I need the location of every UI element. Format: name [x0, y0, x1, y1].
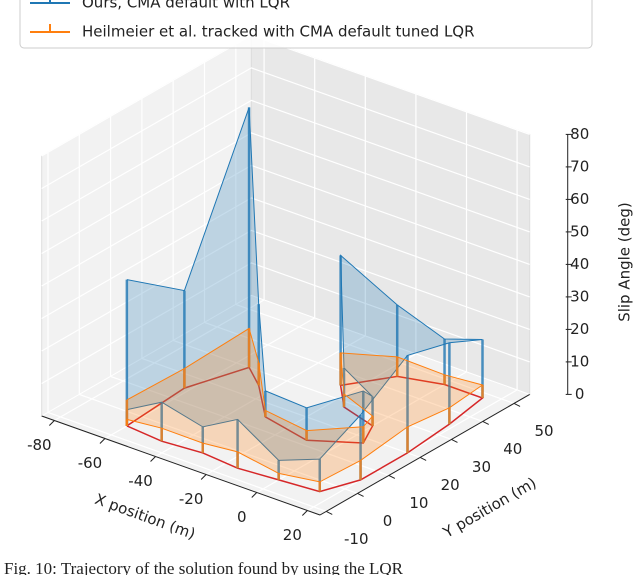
z-grid-line	[41, 99, 530, 222]
y-tick	[513, 402, 521, 407]
y-tick	[482, 420, 489, 425]
legend-box	[19, 0, 593, 49]
x-tick	[150, 456, 156, 462]
z-tick-label: 80	[570, 125, 589, 143]
z-tick-label: 0	[575, 385, 585, 403]
x-tick	[48, 420, 55, 426]
y-tick-label: 50	[535, 422, 554, 440]
x-tick-label: -80	[27, 436, 52, 454]
x-tick	[99, 438, 106, 444]
z-tick-label: 30	[570, 287, 589, 305]
z-grid-line	[41, 229, 530, 352]
y-tick-label: 30	[472, 458, 491, 476]
legend-label: Heilmeier et al. tracked with CMA defaul…	[82, 23, 475, 41]
y-tick-label: 0	[383, 512, 393, 530]
x-tick-label: -60	[78, 454, 103, 472]
y-tick-label: -10	[344, 530, 369, 548]
z-grid-line	[41, 262, 530, 385]
y-tick-label: 20	[441, 476, 460, 494]
y-tick	[326, 510, 333, 515]
y-tick	[419, 456, 427, 461]
x-tick	[301, 510, 308, 516]
y-tick	[357, 492, 364, 497]
y-axis-line	[319, 393, 530, 516]
legend-label: Ours, CMA default with LQR	[82, 0, 290, 12]
z-axis-label: Slip Angle (deg)	[616, 202, 634, 322]
caption: Fig. 10: Trajectory of the solution foun…	[4, 559, 404, 575]
z-grid-line	[41, 294, 530, 417]
y-tick-label: 40	[503, 440, 522, 458]
slip-line	[126, 327, 484, 483]
series-group	[125, 327, 484, 492]
z-grid-line	[41, 164, 530, 287]
plot-area	[125, 107, 485, 493]
z-grid-line	[41, 197, 530, 320]
z-tick-label: 20	[570, 320, 589, 338]
x-tick	[200, 474, 207, 480]
z-tick-label: 70	[570, 157, 589, 175]
x-axis-line	[41, 415, 321, 516]
x-tick-label: -20	[179, 490, 204, 508]
y-tick	[451, 438, 458, 443]
y-tick	[388, 474, 396, 479]
y-tick-label: 10	[409, 494, 428, 512]
x-tick	[251, 492, 258, 498]
z-tick-label: 60	[570, 190, 589, 208]
x-tick-label: 20	[283, 526, 302, 544]
z-tick-label: 40	[570, 255, 589, 273]
z-tick-label: 50	[570, 222, 589, 240]
track-line	[126, 366, 485, 493]
z-tick-label: 10	[570, 352, 589, 370]
z-grid-line	[41, 132, 530, 255]
x-tick-label: 0	[237, 508, 247, 526]
x-tick-label: -40	[128, 472, 153, 490]
z-grid-line	[41, 67, 530, 190]
slip-line	[126, 107, 483, 461]
